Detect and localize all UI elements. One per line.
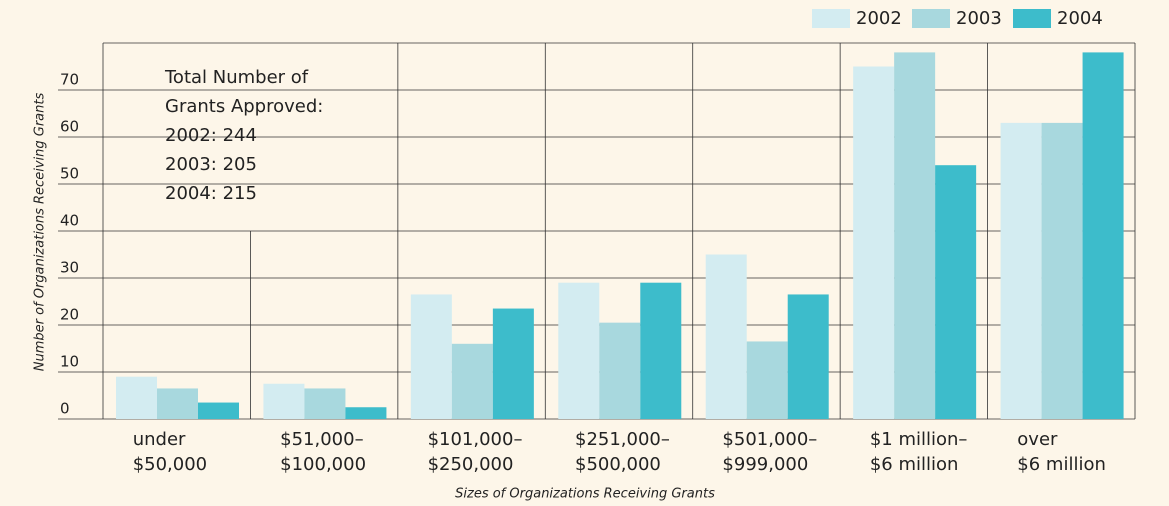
bar	[705, 254, 747, 419]
x-tick-label: $51,000– $100,000	[280, 429, 366, 475]
y-tick-label: 10	[60, 353, 79, 371]
legend-swatch	[1013, 9, 1051, 28]
x-tick-label: over $6 million	[1017, 429, 1106, 475]
legend-label: 2004	[1057, 8, 1103, 29]
bar	[410, 294, 452, 419]
bar	[492, 308, 534, 419]
bar	[894, 52, 936, 420]
bar	[853, 66, 895, 419]
y-tick-label: 40	[60, 212, 79, 230]
bar	[304, 388, 346, 419]
x-tick-label: $1 million– $6 million	[870, 429, 968, 475]
annotation: 2003: 205	[165, 154, 257, 175]
y-tick-label: 60	[60, 118, 79, 136]
y-tick-label: 70	[60, 71, 79, 89]
legend-label: 2002	[856, 8, 902, 29]
bar	[451, 343, 493, 419]
x-tick-label: $251,000– $500,000	[575, 429, 670, 475]
bar	[198, 402, 239, 419]
annotation: 2004: 215	[165, 183, 257, 204]
bar	[599, 322, 641, 419]
x-axis-title: Sizes of Organizations Receiving Grants	[455, 487, 715, 502]
bar	[1000, 122, 1042, 420]
bar	[1041, 122, 1083, 420]
bar	[263, 383, 305, 419]
y-tick-label: 20	[60, 306, 79, 324]
legend-swatch	[812, 9, 850, 28]
legend-swatch	[912, 9, 950, 28]
annotation: 2002: 244	[165, 125, 257, 146]
y-tick-label: 0	[60, 400, 70, 418]
y-axis-title: Number of Organizations Receiving Grants	[33, 93, 48, 372]
x-tick-label: $101,000– $250,000	[428, 429, 523, 475]
bar	[787, 294, 829, 419]
x-tick-label: $501,000– $999,000	[722, 429, 817, 475]
x-tick-label: under $50,000	[133, 429, 207, 475]
y-tick-label: 30	[60, 259, 79, 277]
bar	[558, 282, 600, 419]
bar	[157, 388, 198, 419]
bar	[746, 341, 788, 419]
annotation: Grants Approved:	[165, 96, 323, 117]
bar	[116, 376, 157, 419]
annotation: Total Number of	[164, 67, 309, 88]
bar	[1082, 52, 1124, 420]
bar	[935, 165, 977, 419]
legend-label: 2003	[956, 8, 1002, 29]
bar	[640, 282, 682, 419]
bar	[345, 407, 387, 419]
y-tick-label: 50	[60, 165, 79, 183]
